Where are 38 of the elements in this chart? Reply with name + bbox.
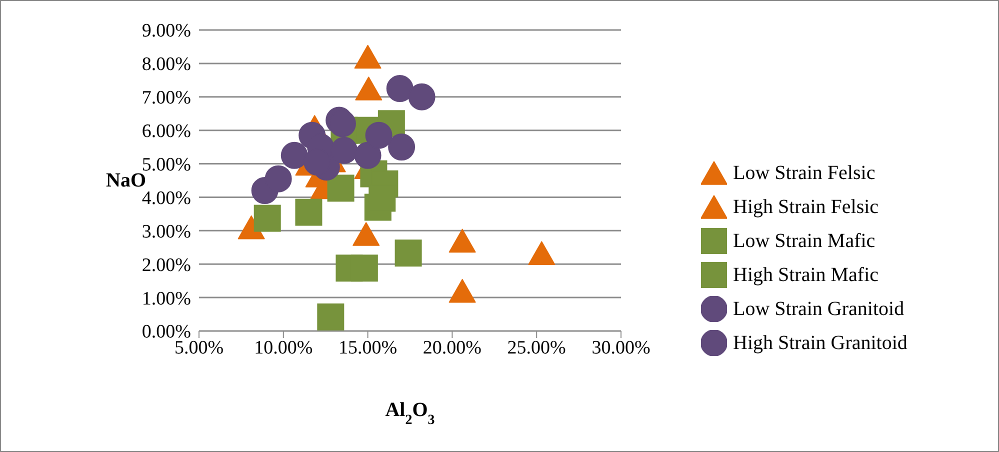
point — [408, 83, 436, 110]
point — [388, 134, 416, 161]
point — [354, 44, 382, 69]
point — [365, 122, 392, 149]
legend-label: Low Strain Mafic — [733, 230, 876, 252]
point — [350, 254, 378, 282]
point — [352, 222, 380, 246]
y-tick-label: 8.00% — [142, 54, 192, 76]
legend-label: High Strain Mafic — [733, 264, 879, 286]
point — [254, 204, 281, 232]
legend-label: Low Strain Granitoid — [733, 298, 904, 320]
point — [355, 76, 382, 100]
point — [280, 142, 308, 169]
point — [394, 240, 422, 267]
legend-label: Low Strain Felsic — [733, 162, 876, 184]
point — [264, 165, 292, 192]
point — [528, 241, 556, 265]
x-tick-label: 5.00% — [174, 337, 224, 358]
y-tick-label: 1.00% — [142, 288, 192, 310]
point — [327, 174, 354, 202]
point — [386, 75, 414, 102]
legend-label: High Strain Granitoid — [733, 332, 908, 354]
point — [448, 278, 476, 303]
x-tick-label: 20.00% — [422, 337, 482, 358]
x-tick-label: 30.00% — [592, 337, 650, 358]
legend-label: High Strain Felsic — [733, 196, 879, 218]
point — [317, 303, 344, 330]
x-tick-label: 15.00% — [338, 337, 398, 358]
point — [295, 198, 322, 226]
y-tick-label: 2.00% — [142, 254, 192, 276]
y-tick-label: 6.00% — [142, 121, 192, 142]
y-tick-label: 9.00% — [142, 20, 192, 42]
x-tick-label: 10.00% — [254, 337, 313, 358]
y-tick-label: 3.00% — [142, 221, 192, 242]
x-tick-label: 25.00% — [507, 337, 566, 358]
x-axis-title: Al$_{2}$O$_{3}$ — [385, 399, 435, 428]
y-tick-label: 7.00% — [142, 88, 192, 109]
point — [448, 228, 476, 253]
